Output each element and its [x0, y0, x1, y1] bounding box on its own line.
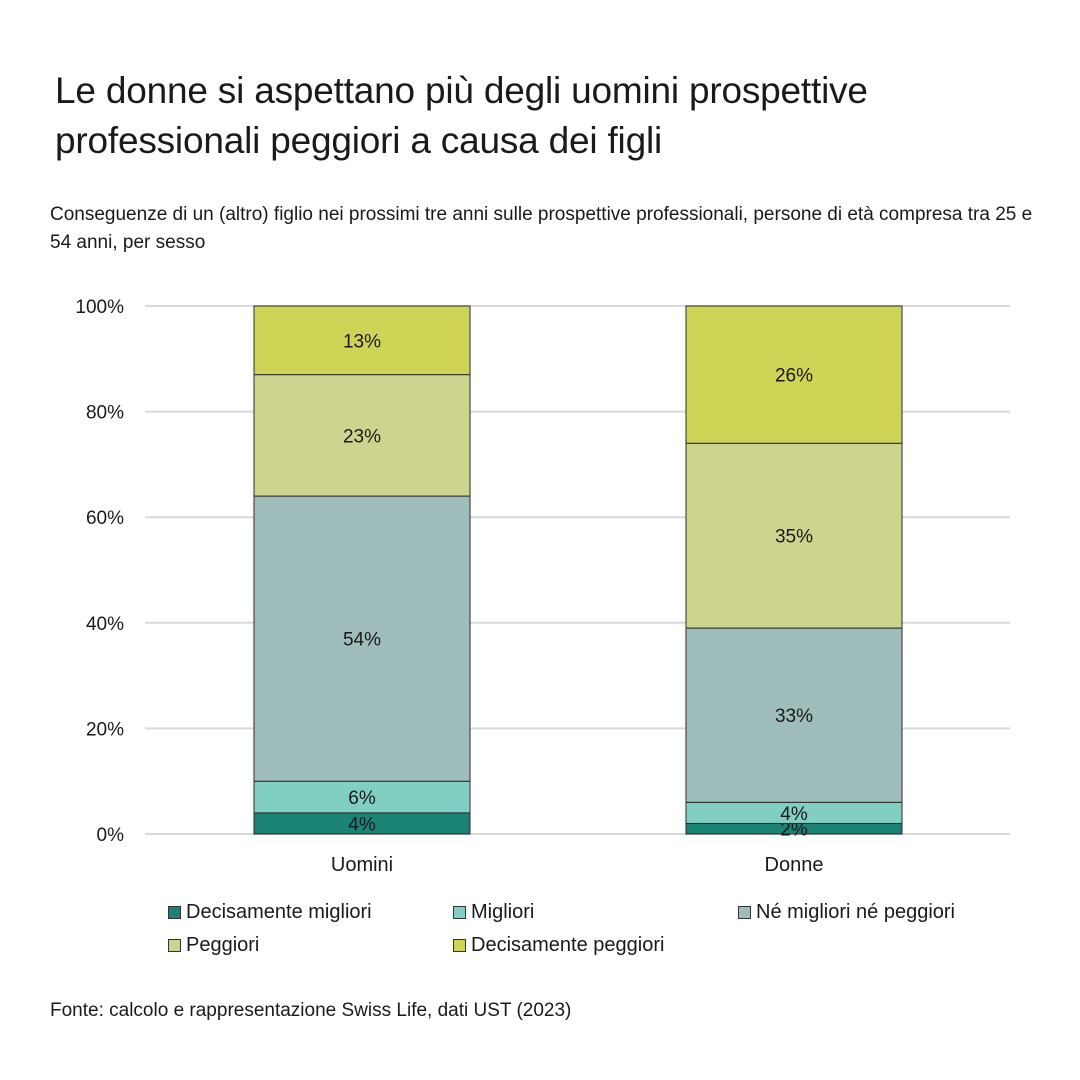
bar-segment	[253, 305, 471, 376]
bar-segment	[253, 780, 471, 814]
legend-label: Né migliori né peggiori	[756, 901, 955, 923]
source-note: Fonte: calcolo e rappresentazione Swiss …	[50, 1000, 572, 1021]
bar-segment	[685, 305, 903, 444]
bar-segment	[253, 495, 471, 782]
legend-swatch	[453, 905, 466, 919]
data-label: 33%	[775, 706, 813, 727]
bar-segment	[253, 374, 471, 497]
data-label: 54%	[343, 630, 381, 651]
legend-item: Peggiori	[168, 933, 259, 957]
legend-item: Decisamente peggiori	[453, 933, 664, 957]
legend-label: Decisamente peggiori	[471, 934, 665, 956]
y-tick-label: 0%	[97, 825, 125, 846]
legend-swatch	[453, 938, 466, 952]
bar-segment	[685, 627, 903, 803]
data-label: 35%	[775, 527, 813, 548]
data-label: 6%	[348, 788, 376, 809]
legend-swatch	[738, 905, 751, 919]
legend-swatch	[168, 905, 181, 919]
data-label: 4%	[348, 814, 376, 835]
y-tick-label: 80%	[86, 403, 124, 424]
chart-subtitle: Conseguenze di un (altro) figlio nei pro…	[50, 204, 1033, 253]
data-label: 4%	[780, 804, 808, 825]
legend-item: Né migliori né peggiori	[738, 900, 955, 924]
chart-title: Le donne si aspettano più degli uomini p…	[55, 70, 868, 161]
chart-legend: Decisamente migliori Migliori Né migliori …	[168, 900, 1048, 970]
y-tick-label: 20%	[86, 719, 124, 740]
legend-item: Decisamente migliori	[168, 900, 372, 924]
legend-item: Migliori	[453, 900, 534, 924]
legend-label: Peggiori	[186, 934, 260, 956]
stacked-bar-chart: 0%20%40%60%80%100%4%6%54%23%13%Uomini2%4…	[75, 297, 1010, 876]
y-tick-label: 60%	[86, 508, 124, 529]
y-tick-label: 100%	[75, 297, 124, 318]
legend-swatch	[168, 938, 181, 952]
data-label: 26%	[775, 366, 813, 387]
y-tick-label: 40%	[86, 614, 124, 635]
data-label: 13%	[343, 331, 381, 352]
legend-label: Migliori	[471, 901, 535, 923]
x-tick-label: Uomini	[331, 854, 393, 876]
data-label: 2%	[780, 820, 808, 841]
legend-label: Decisamente migliori	[186, 901, 372, 923]
data-label: 23%	[343, 426, 381, 447]
x-tick-label: Donne	[765, 854, 824, 876]
bar-segment	[685, 442, 903, 629]
